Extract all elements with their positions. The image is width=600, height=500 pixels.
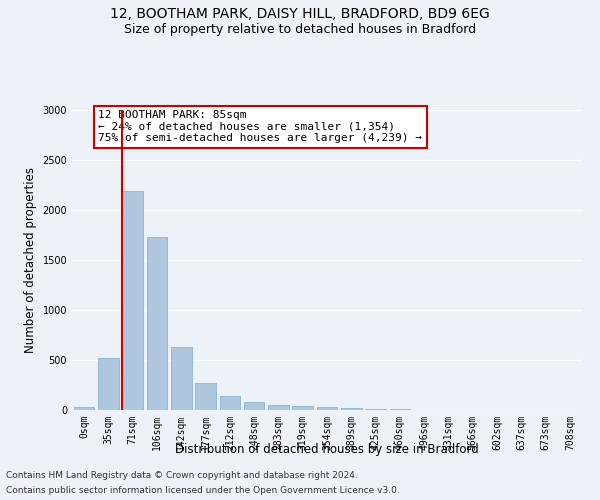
Bar [220,396,240,410]
Bar [74,407,94,410]
Text: 12 BOOTHAM PARK: 85sqm
← 24% of detached houses are smaller (1,354)
75% of semi-: 12 BOOTHAM PARK: 85sqm ← 24% of detached… [98,110,422,143]
Bar [171,347,191,410]
Text: Distribution of detached houses by size in Bradford: Distribution of detached houses by size … [175,442,479,456]
Bar [98,358,119,410]
Text: Contains public sector information licensed under the Open Government Licence v3: Contains public sector information licen… [6,486,400,495]
Bar [244,402,265,410]
Text: Size of property relative to detached houses in Bradford: Size of property relative to detached ho… [124,22,476,36]
Bar [317,407,337,410]
Bar [195,383,216,410]
Bar [341,408,362,410]
Bar [122,191,143,410]
Y-axis label: Number of detached properties: Number of detached properties [24,167,37,353]
Text: 12, BOOTHAM PARK, DAISY HILL, BRADFORD, BD9 6EG: 12, BOOTHAM PARK, DAISY HILL, BRADFORD, … [110,8,490,22]
Text: Contains HM Land Registry data © Crown copyright and database right 2024.: Contains HM Land Registry data © Crown c… [6,471,358,480]
Bar [268,404,289,410]
Bar [146,237,167,410]
Bar [389,409,410,410]
Bar [365,408,386,410]
Bar [292,406,313,410]
